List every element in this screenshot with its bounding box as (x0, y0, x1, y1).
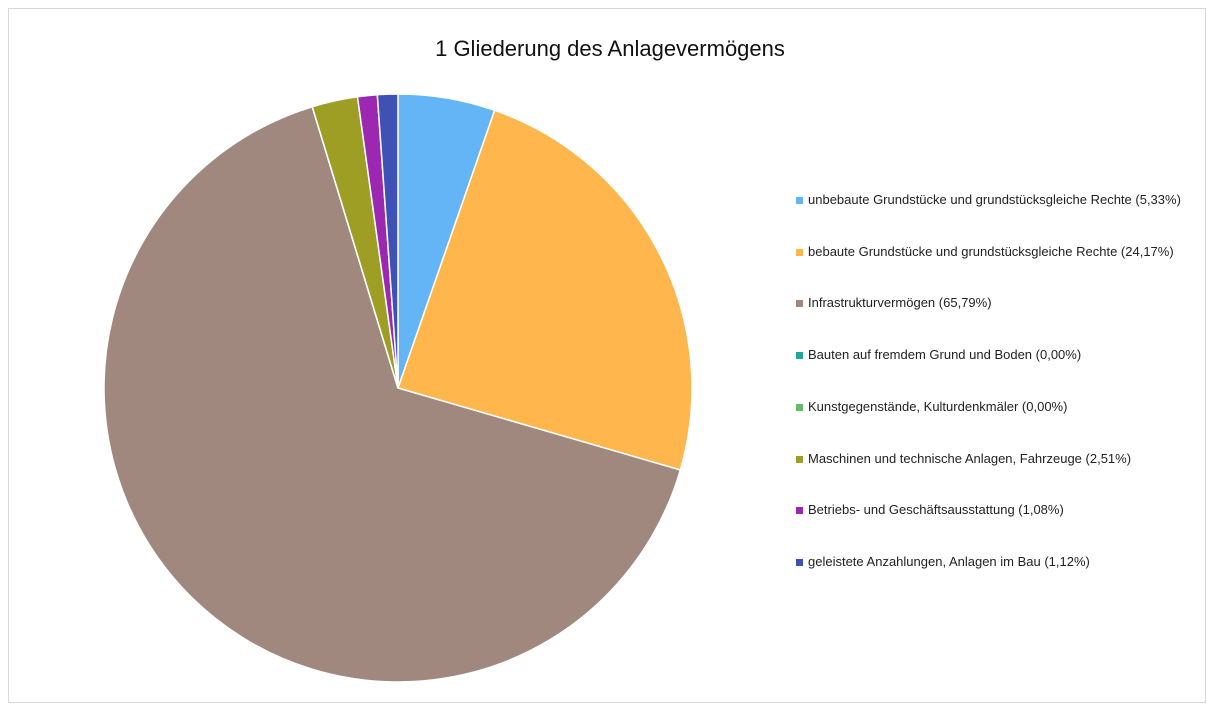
legend-label: Bauten auf fremdem Grund und Boden (0,00… (808, 347, 1082, 363)
legend-entry: Kunstgegenstände, Kulturdenkmäler (0,00%… (796, 399, 1196, 415)
legend-label: Maschinen und technische Anlagen, Fahrze… (808, 450, 1132, 466)
legend-label: Kunstgegenstände, Kulturdenkmäler (0,00%… (808, 398, 1068, 414)
legend-entry: Infrastrukturvermögen (65,79%) (796, 295, 1196, 311)
legend-entry: Maschinen und technische Anlagen, Fahrze… (796, 451, 1196, 467)
legend-swatch (796, 403, 803, 411)
legend-swatch (796, 197, 803, 204)
chart-title: 1 Gliederung des Anlagevermögens (435, 36, 785, 61)
legend-swatch (796, 248, 803, 256)
legend-swatch (796, 558, 803, 566)
legend-label: geleistete Anzahlungen, Anlagen im Bau (… (808, 553, 1090, 569)
legend-label: unbebaute Grundstücke und grundstücksgle… (808, 192, 1181, 207)
legend-label: bebaute Grundstücke und grundstücksgleic… (808, 243, 1174, 259)
legend-label: Betriebs- und Geschäftsausstattung (1,08… (808, 502, 1064, 518)
legend-entry: geleistete Anzahlungen, Anlagen im Bau (… (796, 554, 1196, 570)
legend-swatch (796, 352, 803, 360)
legend-entry: unbebaute Grundstücke und grundstücksgle… (796, 192, 1196, 208)
pie-slice (397, 109, 693, 471)
legend-entry: Bauten auf fremdem Grund und Boden (0,00… (796, 347, 1196, 363)
legend-swatch (796, 455, 803, 463)
legend-entry: bebaute Grundstücke und grundstücksgleic… (796, 244, 1196, 260)
legend-label: Infrastrukturvermögen (65,79%) (808, 295, 992, 311)
pie-slice (103, 105, 682, 683)
legend-swatch (796, 300, 803, 308)
legend-swatch (796, 507, 803, 515)
legend-entry: Betriebs- und Geschäftsausstattung (1,08… (796, 502, 1196, 518)
pie-slice (376, 93, 399, 389)
